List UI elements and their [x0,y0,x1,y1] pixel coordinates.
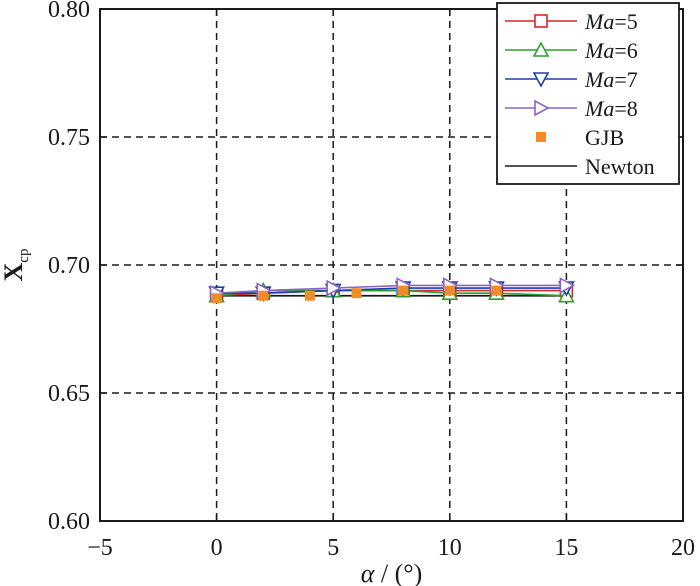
x-tick-label: −5 [87,535,113,561]
legend-marker [534,14,548,28]
x-tick-label: 20 [671,535,695,561]
legend-label: GJB [585,125,624,150]
gjb-point [398,285,409,296]
series-point [326,279,342,297]
legend-label: Ma=6 [584,38,638,63]
legend-label: Newton [585,154,655,179]
legend-marker [536,132,546,142]
x-tick-label: 0 [211,535,223,561]
gjb-point [211,293,222,304]
legend-label-rest: =5 [614,9,637,34]
legend-box [496,2,680,185]
series-point [559,277,576,294]
x-tick-label: 10 [438,535,462,561]
legend-marker [532,72,550,88]
x-axis-symbol: α [361,559,376,586]
gjb-point [304,290,315,301]
legend-label: Ma=5 [584,9,638,34]
x-axis-unit: / (°) [374,559,422,586]
legend-label-italic: Ma [584,96,614,121]
y-axis-subscript: cp [16,249,32,263]
y-tick-label: 0.70 [48,253,90,279]
legend-label-rest: GJB [585,125,624,150]
y-tick-label: 0.80 [48,0,90,23]
x-tick-label: 15 [554,535,578,561]
gjb-point [491,285,502,296]
y-axis-title: Xcp [0,249,32,282]
x-axis-title: α / (°) [361,559,423,586]
gjb-point [444,285,455,296]
legend-label-italic: Ma [584,67,614,92]
legend-label-rest: Newton [585,154,655,179]
legend-label: Ma=7 [584,67,638,92]
legend-label-italic: Ma [584,38,614,63]
y-tick-label: 0.75 [48,125,90,151]
legend-label: Ma=8 [584,96,638,121]
y-tick-label: 0.60 [48,509,90,535]
tick-labels: −5 0 5 10 15 20 0.60 0.65 0.70 0.75 0.80 [48,0,695,561]
gjb-point [351,288,362,299]
legend-label-rest: =8 [614,96,637,121]
x-tick-label: 5 [327,535,339,561]
legend-marker [534,99,550,117]
legend-marker [532,41,550,57]
gjb-layer [211,285,502,304]
legend-label-rest: =7 [614,67,637,92]
legend-label-rest: =6 [614,38,637,63]
y-tick-label: 0.65 [48,381,90,407]
gjb-point [258,290,269,301]
y-axis-symbol: X [0,262,28,281]
legend-label-italic: Ma [584,9,614,34]
